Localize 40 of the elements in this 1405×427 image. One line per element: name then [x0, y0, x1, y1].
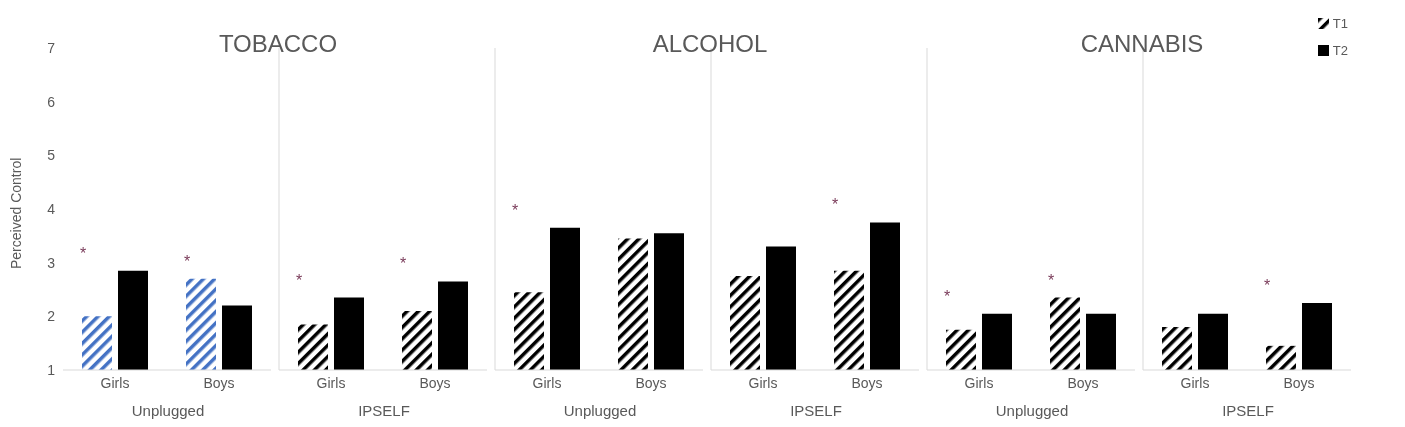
y-tick-label: 2	[47, 308, 56, 325]
chart-title: CANNABIS	[1079, 30, 1205, 58]
y-tick-label: 7	[47, 39, 56, 56]
x-tick-label: Girls	[748, 374, 778, 391]
annotation: *	[943, 287, 951, 305]
x-tick-label: Boys	[419, 374, 451, 391]
annotation: *	[79, 244, 87, 262]
x-axis-title: IPSELF	[789, 402, 843, 419]
x-tick-label: Girls	[1180, 374, 1210, 391]
x-tick-label: Boys	[851, 374, 883, 391]
legend-label: T2	[1332, 43, 1348, 58]
x-axis-title: IPSELF	[357, 402, 411, 419]
annotation: *	[295, 271, 303, 289]
x-tick-label: Boys	[635, 374, 667, 391]
legend-label: T1	[1332, 16, 1348, 31]
x-tick-label: Girls	[532, 374, 562, 391]
x-tick-label: Boys	[203, 374, 235, 391]
x-tick-label: Boys	[1283, 374, 1315, 391]
annotation: *	[1047, 271, 1055, 289]
annotation: *	[831, 196, 839, 214]
chart-title: TOBACCO	[217, 30, 339, 58]
x-axis-title: IPSELF	[1221, 402, 1275, 419]
y-axis-title: Perceived Control	[7, 157, 24, 269]
x-tick-label: Girls	[100, 374, 130, 391]
x-axis-title: Unplugged	[994, 402, 1070, 419]
y-tick-label: 3	[47, 254, 56, 271]
x-tick-label: Girls	[964, 374, 994, 391]
y-tick-label: 1	[47, 361, 56, 378]
x-tick-label: Girls	[316, 374, 346, 391]
x-tick-label: Boys	[1067, 374, 1099, 391]
x-axis-title: Unplugged	[562, 402, 638, 419]
annotation: *	[1263, 276, 1271, 294]
y-tick-label: 4	[47, 200, 56, 217]
chart-title: ALCOHOL	[651, 30, 769, 58]
x-axis-title: Unplugged	[130, 402, 206, 419]
annotation: *	[183, 252, 191, 270]
y-tick-label: 6	[47, 93, 56, 110]
y-tick-label: 5	[47, 147, 56, 164]
annotation: *	[511, 201, 519, 219]
annotation: *	[399, 255, 407, 273]
